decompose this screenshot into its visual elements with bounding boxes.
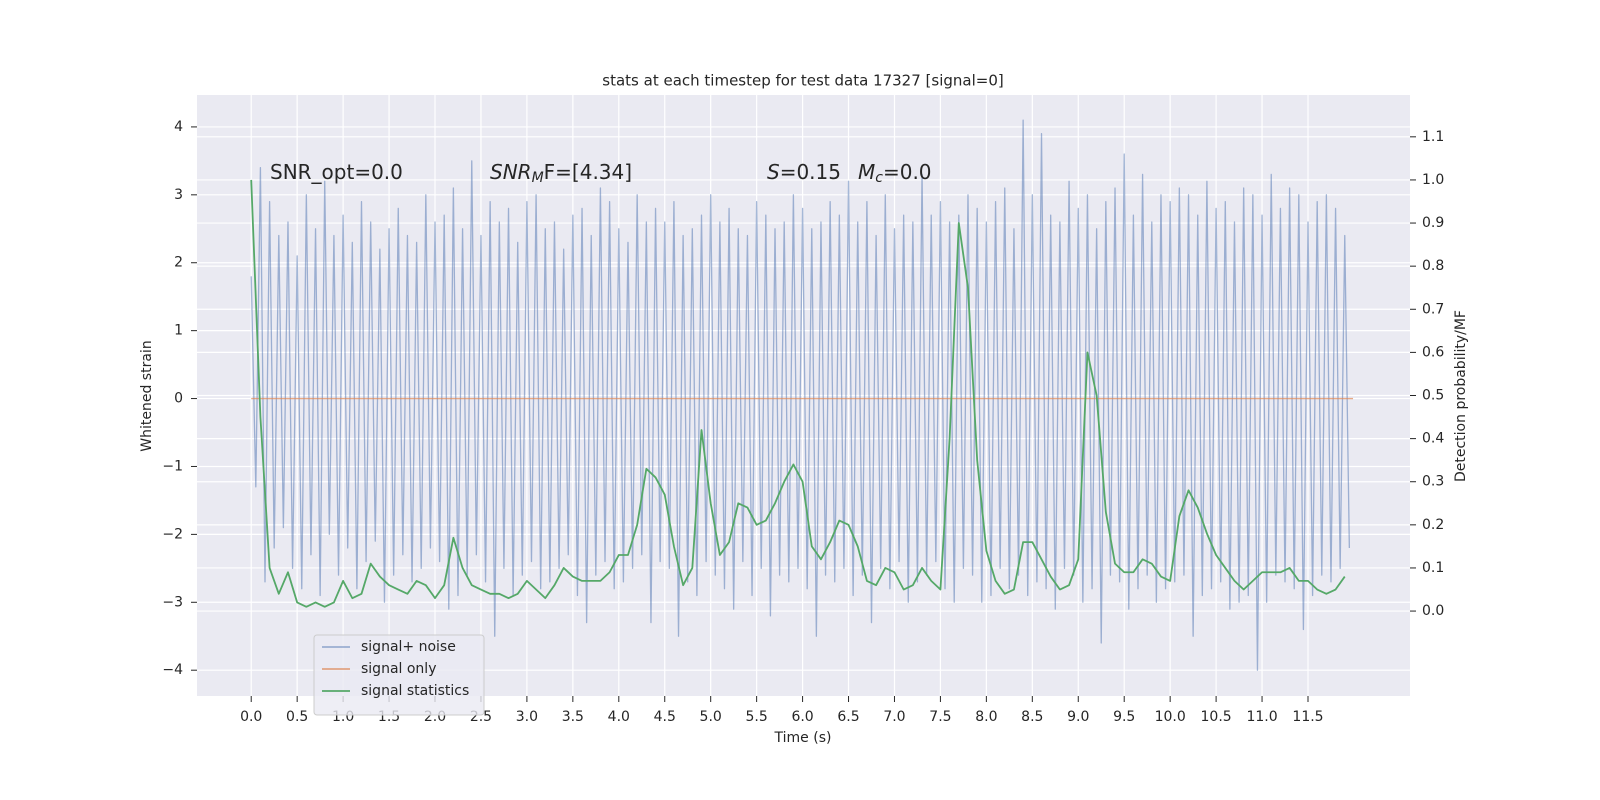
legend-label: signal+ noise — [361, 639, 456, 655]
y2-tick-label: 0.4 — [1422, 431, 1444, 447]
x-tick-label: 6.5 — [837, 709, 859, 725]
y2-tick-label: 0.8 — [1422, 258, 1444, 274]
y-tick-label: 2 — [174, 255, 183, 271]
x-tick-label: 0.5 — [286, 709, 308, 725]
x-tick-label: 8.0 — [975, 709, 997, 725]
y-tick-label: 1 — [174, 323, 183, 339]
x-tick-label: 0.0 — [240, 709, 262, 725]
y-tick-label: −4 — [162, 662, 183, 678]
y-tick-label: −1 — [162, 458, 183, 474]
y2-tick-label: 0.3 — [1422, 474, 1444, 490]
x-tick-label: 9.5 — [1113, 709, 1135, 725]
annotation-part: M — [532, 170, 544, 186]
legend-label: signal statistics — [361, 683, 469, 699]
x-tick-label: 8.5 — [1021, 709, 1043, 725]
annotation-part: =0.0 — [883, 160, 932, 184]
y-axis-label: Whitened strain — [139, 340, 155, 451]
x-tick-label: 5.0 — [700, 709, 722, 725]
y2-tick-label: 1.0 — [1422, 172, 1444, 188]
y2-tick-label: 0.6 — [1422, 344, 1444, 360]
annotation: S=0.15 — [767, 160, 841, 184]
y-tick-label: −2 — [162, 526, 183, 542]
annotation-part: =0.15 — [780, 160, 841, 184]
x-tick-label: 3.0 — [516, 709, 538, 725]
annotation-part: F=[4.34] — [544, 160, 632, 184]
x-tick-label: 11.5 — [1292, 709, 1323, 725]
y2-tick-label: 0.1 — [1422, 560, 1444, 576]
y2-tick-label: 1.1 — [1422, 129, 1444, 145]
y-tick-label: 4 — [174, 119, 183, 135]
x-tick-label: 10.5 — [1201, 709, 1232, 725]
legend-label: signal only — [361, 661, 436, 677]
y2-tick-label: 0.2 — [1422, 517, 1444, 533]
y-tick-label: 3 — [174, 187, 183, 203]
y-tick-label: 0 — [174, 391, 183, 407]
series-line — [250, 119, 1350, 671]
annotation: Mc=0.0 — [858, 160, 932, 187]
chart-title: stats at each timestep for test data 173… — [602, 72, 1003, 90]
x-tick-label: 4.0 — [608, 709, 630, 725]
y2-tick-label: 0.5 — [1422, 388, 1444, 404]
series-line — [250, 179, 1346, 608]
x-tick-label: 7.0 — [883, 709, 905, 725]
y2-tick-label: 0.0 — [1422, 603, 1444, 619]
x-tick-label: 6.0 — [791, 709, 813, 725]
y-tick-label: −3 — [162, 594, 183, 610]
x-tick-label: 7.5 — [929, 709, 951, 725]
y2-tick-label: 0.7 — [1422, 301, 1444, 317]
annotation: SNRMF=[4.34] — [490, 160, 632, 187]
annotation-part: M — [858, 160, 875, 184]
annotation-part: SNR_opt=0.0 — [270, 160, 403, 184]
legend-box — [313, 634, 485, 716]
x-tick-label: 5.5 — [746, 709, 768, 725]
x-tick-label: 3.5 — [562, 709, 584, 725]
x-tick-label: 10.0 — [1155, 709, 1186, 725]
x-tick-label: 9.0 — [1067, 709, 1089, 725]
annotation: SNR_opt=0.0 — [270, 160, 403, 184]
annotation-part: S — [767, 160, 780, 184]
y2-tick-label: 0.9 — [1422, 215, 1444, 231]
x-tick-label: 11.0 — [1246, 709, 1277, 725]
x-axis-label: Time (s) — [774, 730, 832, 746]
annotation-part: SNR — [490, 160, 532, 184]
y2-axis-label: Detection probability/MF — [1453, 310, 1469, 482]
annotation-part: c — [875, 170, 883, 186]
x-tick-label: 4.5 — [654, 709, 676, 725]
